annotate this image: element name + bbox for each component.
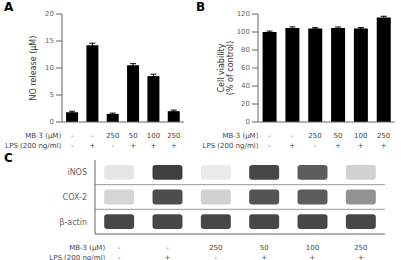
svg-text:+: + <box>261 254 267 260</box>
svg-text:+: + <box>130 142 136 150</box>
svg-text:LPS (200 ng/ml): LPS (200 ng/ml) <box>49 254 105 260</box>
svg-text:+: + <box>335 142 341 150</box>
svg-text:+: + <box>171 142 177 150</box>
svg-text:MB-3 (μM): MB-3 (μM) <box>69 244 105 252</box>
svg-text:-: - <box>215 254 218 260</box>
svg-text:-: - <box>91 132 94 140</box>
svg-text:5: 5 <box>50 91 54 99</box>
svg-text:MB-3 (μM): MB-3 (μM) <box>25 132 61 140</box>
svg-text:100: 100 <box>306 244 319 252</box>
svg-text:0: 0 <box>246 118 250 126</box>
svg-text:250: 250 <box>167 132 180 140</box>
svg-text:250: 250 <box>106 132 119 140</box>
svg-text:100: 100 <box>147 132 160 140</box>
svg-text:+: + <box>310 254 316 260</box>
svg-text:100: 100 <box>237 28 250 36</box>
svg-text:MB-3 (μM): MB-3 (μM) <box>222 132 258 140</box>
svg-text:-: - <box>166 244 169 252</box>
svg-text:100: 100 <box>354 132 367 140</box>
svg-text:-: - <box>118 254 121 260</box>
svg-text:LPS (200 ng/ml): LPS (200 ng/ml) <box>203 142 259 150</box>
html-text:B: B <box>196 0 206 14</box>
svg-text:-: - <box>268 132 271 140</box>
svg-text:+: + <box>289 142 295 150</box>
svg-text:-: - <box>112 142 115 150</box>
svg-text:+: + <box>165 254 171 260</box>
svg-text:250: 250 <box>308 132 321 140</box>
svg-text:120: 120 <box>237 10 250 18</box>
html-text:A: A <box>4 0 14 14</box>
svg-text:+: + <box>90 142 96 150</box>
svg-text:+: + <box>358 142 364 150</box>
svg-text:+: + <box>151 142 157 150</box>
svg-text:-: - <box>268 142 271 150</box>
svg-text:Cell viability(% of control): Cell viability(% of control) <box>217 41 235 95</box>
svg-text:-: - <box>71 142 74 150</box>
svg-text:250: 250 <box>209 244 222 252</box>
svg-text:20: 20 <box>241 100 250 108</box>
svg-text:β-actin: β-actin <box>59 218 87 227</box>
svg-text:-: - <box>291 132 294 140</box>
svg-text:60: 60 <box>241 64 250 72</box>
svg-text:50: 50 <box>129 132 138 140</box>
svg-text:10: 10 <box>45 64 54 72</box>
html-text:C: C <box>4 151 13 165</box>
svg-text:250: 250 <box>354 244 367 252</box>
svg-text:0: 0 <box>50 118 54 126</box>
svg-text:-: - <box>71 132 74 140</box>
svg-text:-: - <box>118 244 121 252</box>
svg-text:20: 20 <box>45 10 54 18</box>
svg-text:LPS (200 ng/ml): LPS (200 ng/ml) <box>8 142 61 150</box>
svg-text:NO release (μM): NO release (μM) <box>29 36 38 101</box>
svg-text:50: 50 <box>260 244 269 252</box>
svg-text:+: + <box>358 254 364 260</box>
svg-text:15: 15 <box>45 37 54 45</box>
svg-text:COX-2: COX-2 <box>63 193 87 202</box>
svg-text:iNOS: iNOS <box>67 168 87 177</box>
svg-text:250: 250 <box>377 132 390 140</box>
svg-text:-: - <box>314 142 317 150</box>
svg-text:50: 50 <box>333 132 342 140</box>
svg-text:40: 40 <box>241 82 250 90</box>
svg-text:80: 80 <box>241 46 250 54</box>
svg-text:+: + <box>381 142 387 150</box>
